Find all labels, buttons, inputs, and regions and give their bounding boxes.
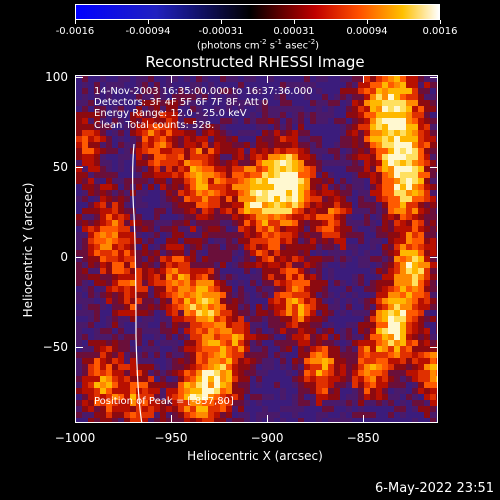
image-title: Reconstructed RHESSI Image bbox=[145, 53, 365, 71]
detectors-label: Detectors: 3F 4F 5F 6F 7F 8F, Att 0 bbox=[94, 97, 269, 108]
y-tick-mark bbox=[75, 166, 83, 168]
y-tick-mark bbox=[75, 76, 83, 78]
x-tick-label: −950 bbox=[154, 431, 188, 445]
y-tick-mark bbox=[430, 76, 438, 78]
peak-position-label: Position of Peak = [-857,80] bbox=[94, 396, 234, 407]
colorbar-tick-mark bbox=[148, 20, 149, 24]
colorbar-tick-mark bbox=[294, 20, 295, 24]
method-counts-label: Clean Total counts: 528. bbox=[94, 120, 215, 131]
solar-limb-line bbox=[131, 143, 143, 422]
colorbar-tick-label: -0.0016 bbox=[55, 26, 95, 37]
colorbar-tick-mark bbox=[75, 20, 76, 24]
colorbar-tick-label: -0.00031 bbox=[198, 26, 244, 37]
y-tick-mark bbox=[75, 257, 83, 259]
y-axis-label: Heliocentric Y (arcsec) bbox=[21, 182, 35, 318]
y-tick-mark bbox=[75, 347, 83, 349]
x-tick-label: −900 bbox=[250, 431, 284, 445]
footer-date: 6-May-2022 23:51 bbox=[375, 481, 494, 496]
rhessi-image-plot: 14-Nov-2003 16:35:00.000 to 16:37:36.000… bbox=[75, 75, 438, 423]
x-tick-mark bbox=[267, 75, 269, 83]
energy-range-label: Energy Range: 12.0 - 25.0 keV bbox=[94, 108, 247, 119]
x-tick-mark bbox=[75, 75, 76, 83]
y-tick-mark bbox=[430, 347, 438, 349]
y-tick-mark bbox=[430, 257, 438, 259]
x-tick-mark bbox=[363, 75, 365, 83]
y-tick-label: 50 bbox=[52, 159, 68, 174]
colorbar-tick-label: 0.0016 bbox=[422, 26, 458, 37]
colorbar-tick-label: 0.00031 bbox=[273, 26, 315, 37]
x-tick-label: −1000 bbox=[54, 431, 96, 445]
colorbar-tick-mark bbox=[440, 20, 441, 24]
colorbar-tick-mark bbox=[221, 20, 222, 24]
x-tick-mark bbox=[363, 415, 365, 423]
y-tick-label: 0 bbox=[60, 250, 68, 265]
time-range-label: 14-Nov-2003 16:35:00.000 to 16:37:36.000 bbox=[94, 86, 313, 97]
colorbar-tick-label: 0.00094 bbox=[346, 26, 388, 37]
y-tick-label: 100 bbox=[45, 69, 68, 84]
y-tick-label: −50 bbox=[42, 340, 68, 355]
y-tick-mark bbox=[430, 166, 438, 168]
x-tick-mark bbox=[267, 415, 269, 423]
colorbar bbox=[75, 4, 440, 20]
x-tick-mark bbox=[75, 415, 76, 423]
x-tick-mark bbox=[171, 415, 173, 423]
x-axis-label: Heliocentric X (arcsec) bbox=[187, 449, 323, 463]
x-tick-label: −850 bbox=[346, 431, 380, 445]
colorbar-tick-label: -0.00094 bbox=[125, 26, 171, 37]
colorbar-tick-mark bbox=[367, 20, 368, 24]
x-tick-mark bbox=[171, 75, 173, 83]
colorbar-units: (photons cm-2 s-1 asec-2) bbox=[196, 38, 320, 52]
